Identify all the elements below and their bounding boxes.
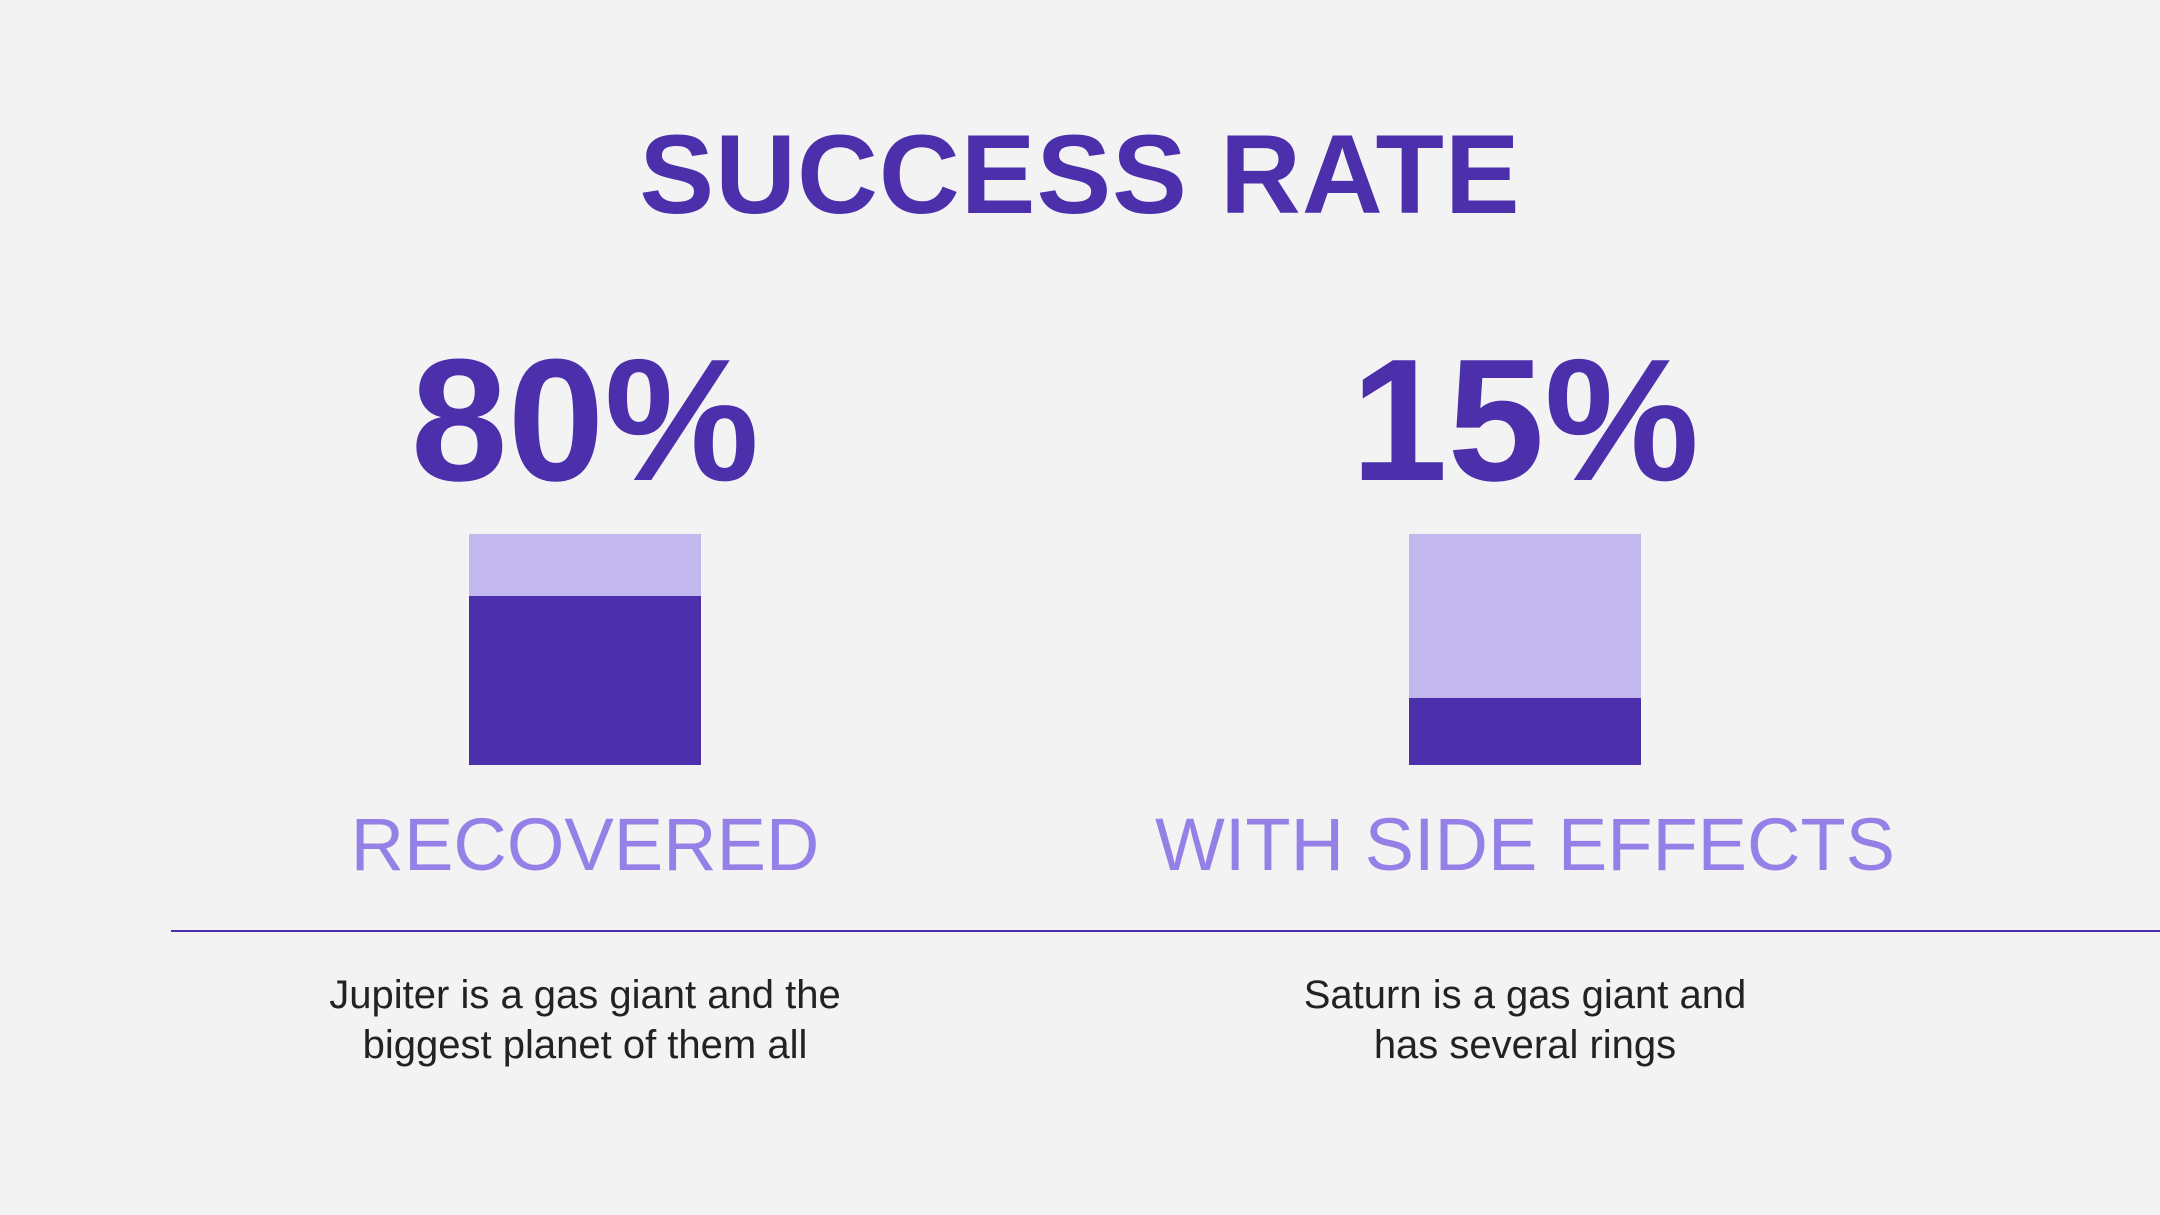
description-line: Saturn is a gas giant and (1303, 973, 1747, 1017)
stat-bar-fill (469, 596, 701, 765)
stat-bar (469, 534, 701, 765)
stat-bar (1409, 534, 1641, 765)
stat-percent: 80% (410, 322, 760, 517)
stat-percent: 15% (1350, 322, 1700, 517)
description-line: has several rings (1373, 1023, 1677, 1067)
divider-line (171, 930, 2160, 932)
stat-description-recovered: Jupiter is a gas giant and the biggest p… (135, 970, 1035, 1070)
stat-description-side-effects: Saturn is a gas giant and has several ri… (1075, 970, 1975, 1070)
stat-label: WITH SIDE EFFECTS (1155, 803, 1895, 886)
slide-title: SUCCESS RATE (639, 112, 1521, 237)
description-line: biggest planet of them all (362, 1023, 808, 1067)
stat-bar-fill (1409, 698, 1641, 765)
stat-label: RECOVERED (350, 803, 820, 886)
description-line: Jupiter is a gas giant and the (329, 973, 841, 1017)
